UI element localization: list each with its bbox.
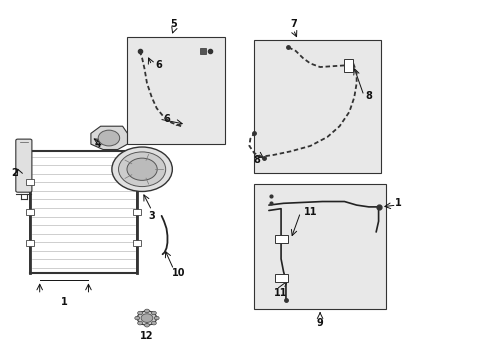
Text: 8: 8 (365, 91, 371, 101)
Bar (133, 240, 141, 246)
Circle shape (127, 158, 157, 180)
Polygon shape (91, 126, 127, 149)
Bar (133, 179, 141, 185)
Circle shape (137, 321, 142, 325)
Text: 4: 4 (95, 139, 102, 149)
Circle shape (144, 309, 149, 313)
Bar (274, 235, 288, 243)
Circle shape (141, 314, 153, 322)
Circle shape (118, 152, 165, 186)
Bar (127, 37, 224, 144)
Bar (254, 184, 385, 309)
Text: 3: 3 (148, 211, 155, 221)
Bar (26, 179, 34, 185)
Text: 11: 11 (303, 207, 316, 217)
Circle shape (137, 311, 142, 315)
Circle shape (98, 130, 120, 146)
Circle shape (112, 147, 172, 192)
Text: 6: 6 (163, 114, 169, 124)
Text: 12: 12 (140, 331, 153, 341)
Bar (254, 40, 380, 173)
Bar (26, 210, 34, 215)
Circle shape (137, 311, 157, 325)
Text: 1: 1 (61, 297, 67, 307)
Circle shape (135, 316, 140, 320)
Circle shape (144, 323, 149, 327)
Text: 6: 6 (156, 60, 162, 70)
Bar (274, 274, 288, 282)
Text: 9: 9 (316, 319, 323, 328)
Circle shape (151, 321, 156, 325)
Text: 8: 8 (253, 155, 260, 165)
Bar (344, 59, 352, 72)
Circle shape (154, 316, 159, 320)
Bar (26, 240, 34, 246)
Text: 1: 1 (394, 198, 401, 208)
Text: 10: 10 (172, 268, 185, 278)
Circle shape (151, 311, 156, 315)
FancyBboxPatch shape (16, 139, 32, 192)
Text: 11: 11 (274, 288, 287, 298)
Bar (30, 151, 137, 273)
Text: 5: 5 (170, 19, 177, 29)
Text: 7: 7 (289, 19, 296, 29)
Text: 2: 2 (11, 168, 18, 178)
Bar (133, 210, 141, 215)
